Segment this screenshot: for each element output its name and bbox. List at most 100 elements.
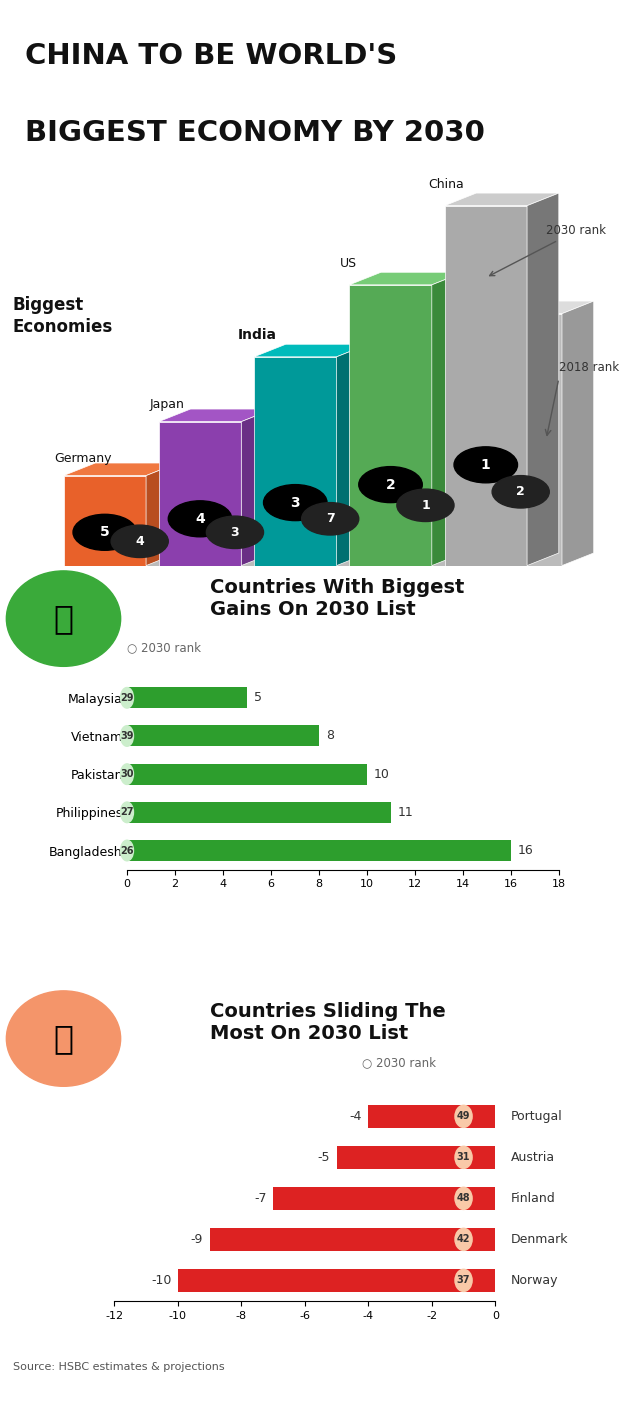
Text: 2030 rank: 2030 rank <box>490 225 606 276</box>
Text: 5: 5 <box>100 526 110 539</box>
Text: 29: 29 <box>120 693 134 703</box>
Circle shape <box>492 475 549 508</box>
Text: 30: 30 <box>120 769 134 779</box>
Polygon shape <box>467 355 498 566</box>
Text: Biggest
Economies: Biggest Economies <box>13 296 113 337</box>
Polygon shape <box>562 301 594 566</box>
Text: 2: 2 <box>516 485 525 498</box>
Polygon shape <box>444 194 559 205</box>
Text: 4: 4 <box>195 512 205 526</box>
Circle shape <box>121 725 133 747</box>
Polygon shape <box>254 356 337 566</box>
Text: Denmark: Denmark <box>511 1233 569 1246</box>
Text: TOI: TOI <box>540 44 577 62</box>
Circle shape <box>6 571 121 666</box>
Circle shape <box>111 525 168 557</box>
Text: -5: -5 <box>318 1151 330 1164</box>
Bar <box>337 1147 495 1168</box>
Polygon shape <box>289 421 371 566</box>
Text: Austria: Austria <box>511 1151 555 1164</box>
Bar <box>127 802 391 823</box>
Text: 3: 3 <box>231 526 239 539</box>
Text: 11: 11 <box>398 806 414 819</box>
Circle shape <box>121 687 133 708</box>
Polygon shape <box>349 273 464 284</box>
Text: -9: -9 <box>191 1233 203 1246</box>
Bar <box>127 725 319 747</box>
Circle shape <box>121 802 133 823</box>
Text: Source: HSBC estimates & projections: Source: HSBC estimates & projections <box>13 1362 224 1372</box>
Polygon shape <box>159 409 273 421</box>
Polygon shape <box>527 194 559 566</box>
Polygon shape <box>254 344 368 356</box>
Bar <box>210 1229 495 1250</box>
Text: Portugal: Portugal <box>511 1110 563 1123</box>
Text: 5: 5 <box>254 691 262 704</box>
Circle shape <box>455 1229 472 1250</box>
Polygon shape <box>289 409 403 421</box>
Polygon shape <box>241 409 273 566</box>
Bar <box>127 764 367 785</box>
Text: Japan: Japan <box>149 397 184 411</box>
Polygon shape <box>194 475 276 566</box>
Bar <box>178 1270 495 1291</box>
Text: 👎: 👎 <box>53 1022 74 1055</box>
Polygon shape <box>98 499 213 512</box>
Polygon shape <box>479 301 594 314</box>
Text: CHINA TO BE WORLD'S: CHINA TO BE WORLD'S <box>25 42 398 71</box>
Text: 10: 10 <box>374 768 390 781</box>
Text: China: China <box>429 178 464 191</box>
Text: 1: 1 <box>421 499 430 512</box>
Bar <box>127 687 247 708</box>
Circle shape <box>359 467 422 502</box>
Circle shape <box>397 489 454 522</box>
Text: Countries Sliding The
Most On 2030 List: Countries Sliding The Most On 2030 List <box>210 1003 445 1044</box>
Circle shape <box>6 991 121 1086</box>
Circle shape <box>455 1106 472 1127</box>
Polygon shape <box>349 284 432 566</box>
Circle shape <box>455 1188 472 1209</box>
Polygon shape <box>159 421 241 566</box>
Text: 31: 31 <box>457 1152 471 1162</box>
Text: Countries With Biggest
Gains On 2030 List: Countries With Biggest Gains On 2030 Lis… <box>210 578 464 619</box>
Text: 2: 2 <box>385 478 396 492</box>
Polygon shape <box>384 355 498 368</box>
Circle shape <box>73 515 137 550</box>
Text: BIGGEST ECONOMY BY 2030: BIGGEST ECONOMY BY 2030 <box>25 119 485 147</box>
Polygon shape <box>146 462 178 566</box>
Circle shape <box>454 447 518 482</box>
Text: 1: 1 <box>481 458 491 472</box>
Circle shape <box>121 764 133 785</box>
Circle shape <box>264 485 327 520</box>
Polygon shape <box>432 273 464 566</box>
Polygon shape <box>276 462 308 566</box>
Text: 16: 16 <box>518 844 534 857</box>
Polygon shape <box>64 462 178 475</box>
Polygon shape <box>64 475 146 566</box>
Text: 7: 7 <box>326 512 335 526</box>
Polygon shape <box>444 205 527 566</box>
Polygon shape <box>98 512 181 566</box>
Circle shape <box>455 1270 472 1291</box>
Text: 39: 39 <box>120 731 134 741</box>
Polygon shape <box>337 344 368 566</box>
Bar <box>127 840 511 861</box>
Text: 26: 26 <box>120 846 134 855</box>
Text: ○ 2030 rank: ○ 2030 rank <box>127 641 201 653</box>
Circle shape <box>455 1147 472 1168</box>
Text: -10: -10 <box>151 1274 171 1287</box>
Text: -7: -7 <box>254 1192 267 1205</box>
Text: 37: 37 <box>457 1275 471 1285</box>
Bar <box>273 1188 495 1209</box>
Text: Germany: Germany <box>54 452 112 465</box>
Polygon shape <box>181 499 213 566</box>
Text: Norway: Norway <box>511 1274 559 1287</box>
Text: 3: 3 <box>290 496 300 509</box>
Text: -4: -4 <box>350 1110 362 1123</box>
Polygon shape <box>194 462 308 475</box>
Circle shape <box>302 502 359 534</box>
Text: 4: 4 <box>135 534 144 547</box>
Polygon shape <box>371 409 403 566</box>
Text: ○ 2030 rank: ○ 2030 rank <box>362 1056 436 1069</box>
Polygon shape <box>479 314 562 566</box>
